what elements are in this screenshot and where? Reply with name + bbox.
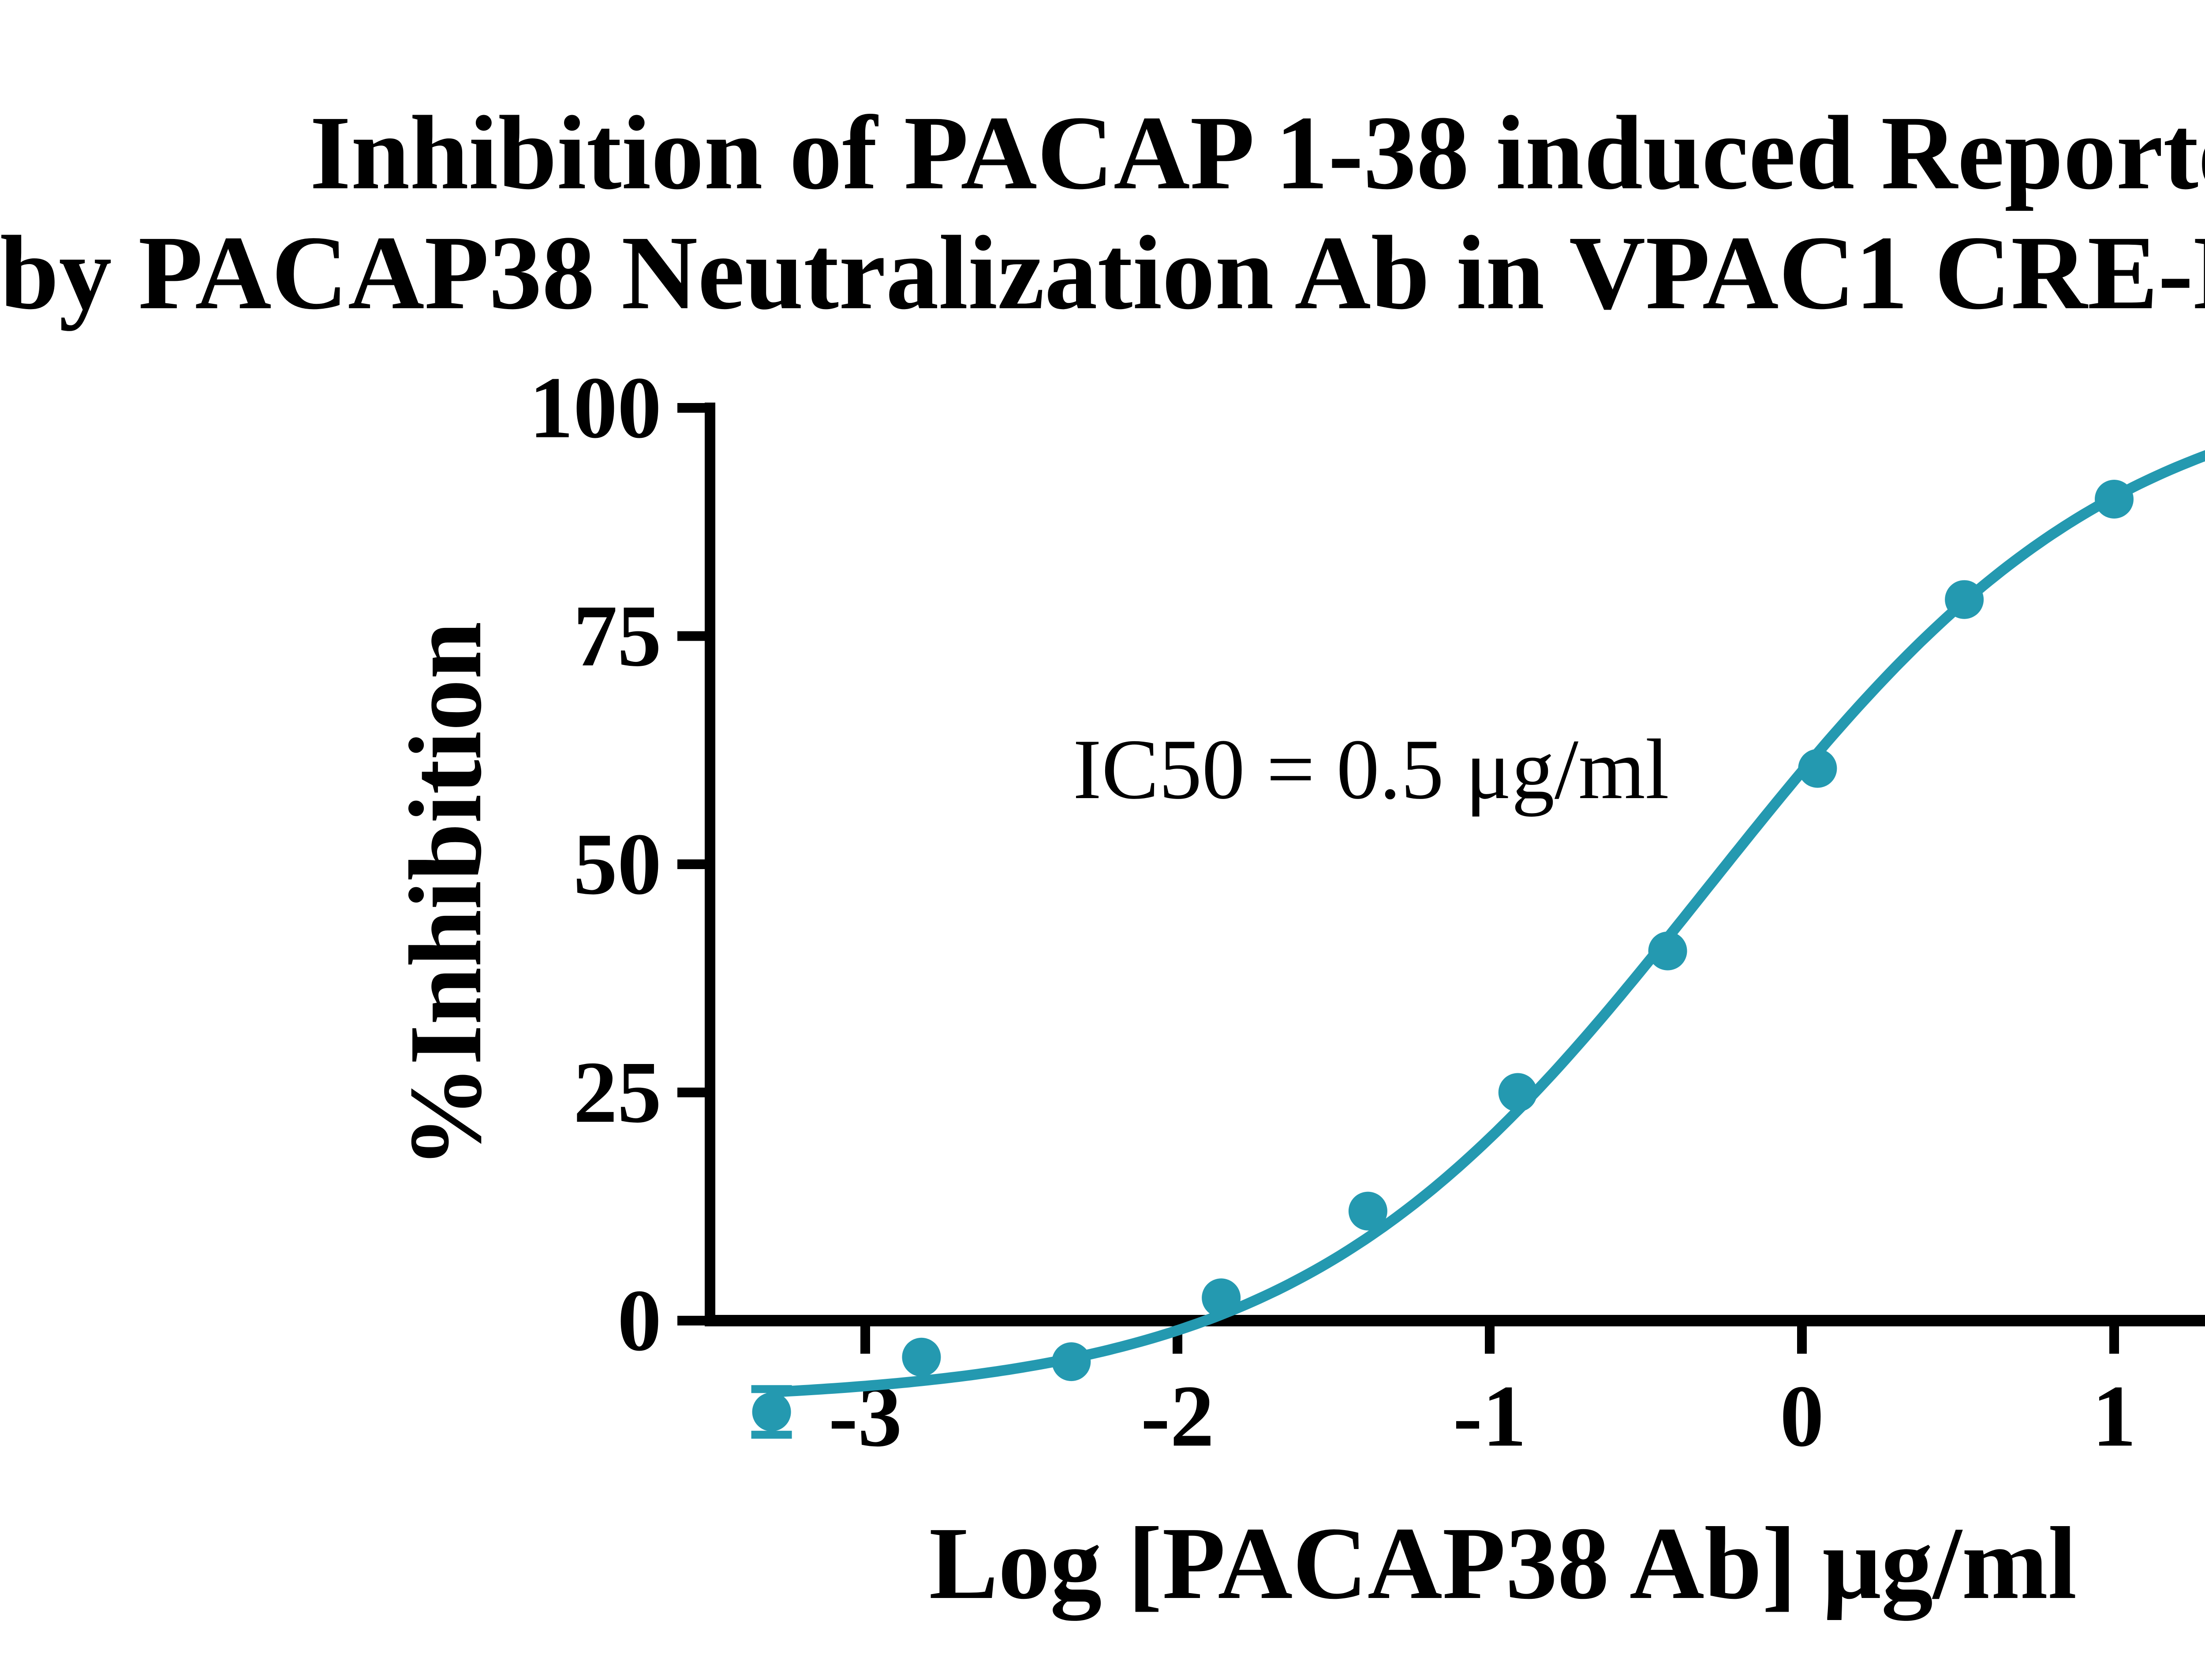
x-axis-title: Log [PACAP38 Ab] μg/ml (929, 1506, 2077, 1620)
y-tick-label: 75 (573, 587, 662, 685)
y-axis-title: %Inhibition (388, 621, 503, 1169)
data-point (1052, 1342, 1091, 1381)
data-point (1798, 749, 1837, 788)
x-tick-label: 0 (1780, 1368, 1824, 1465)
fit-curve (766, 450, 2205, 1398)
y-tick-label: 0 (617, 1272, 662, 1370)
data-point (902, 1337, 941, 1377)
chart-title-line1: Inhibition of PACAP 1-38 induced Reporte… (310, 94, 2205, 211)
data-point (1202, 1278, 1241, 1318)
x-tick-label: 1 (2092, 1368, 2136, 1465)
data-point (1498, 1073, 1537, 1112)
y-tick-label: 50 (573, 816, 662, 913)
x-tick-label: -2 (1141, 1368, 1215, 1465)
ic50-annotation: IC50 = 0.5 μg/ml (1073, 721, 1669, 817)
data-point (1348, 1191, 1387, 1231)
y-tick-label: 25 (573, 1044, 662, 1141)
data-point (1648, 931, 1687, 971)
y-tick-label: 100 (529, 359, 662, 457)
data-point (752, 1393, 791, 1431)
data-point (1945, 580, 1984, 619)
chart-title-line2: by PACAP38 Neutralization Ab in VPAC1 CR… (0, 214, 2205, 331)
x-tick-label: -1 (1453, 1368, 1527, 1465)
chart-title: Inhibition of PACAP 1-38 induced Reporte… (0, 93, 2205, 332)
data-point (2095, 480, 2134, 519)
